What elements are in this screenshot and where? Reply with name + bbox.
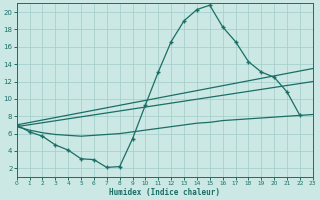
X-axis label: Humidex (Indice chaleur): Humidex (Indice chaleur) (109, 188, 220, 197)
